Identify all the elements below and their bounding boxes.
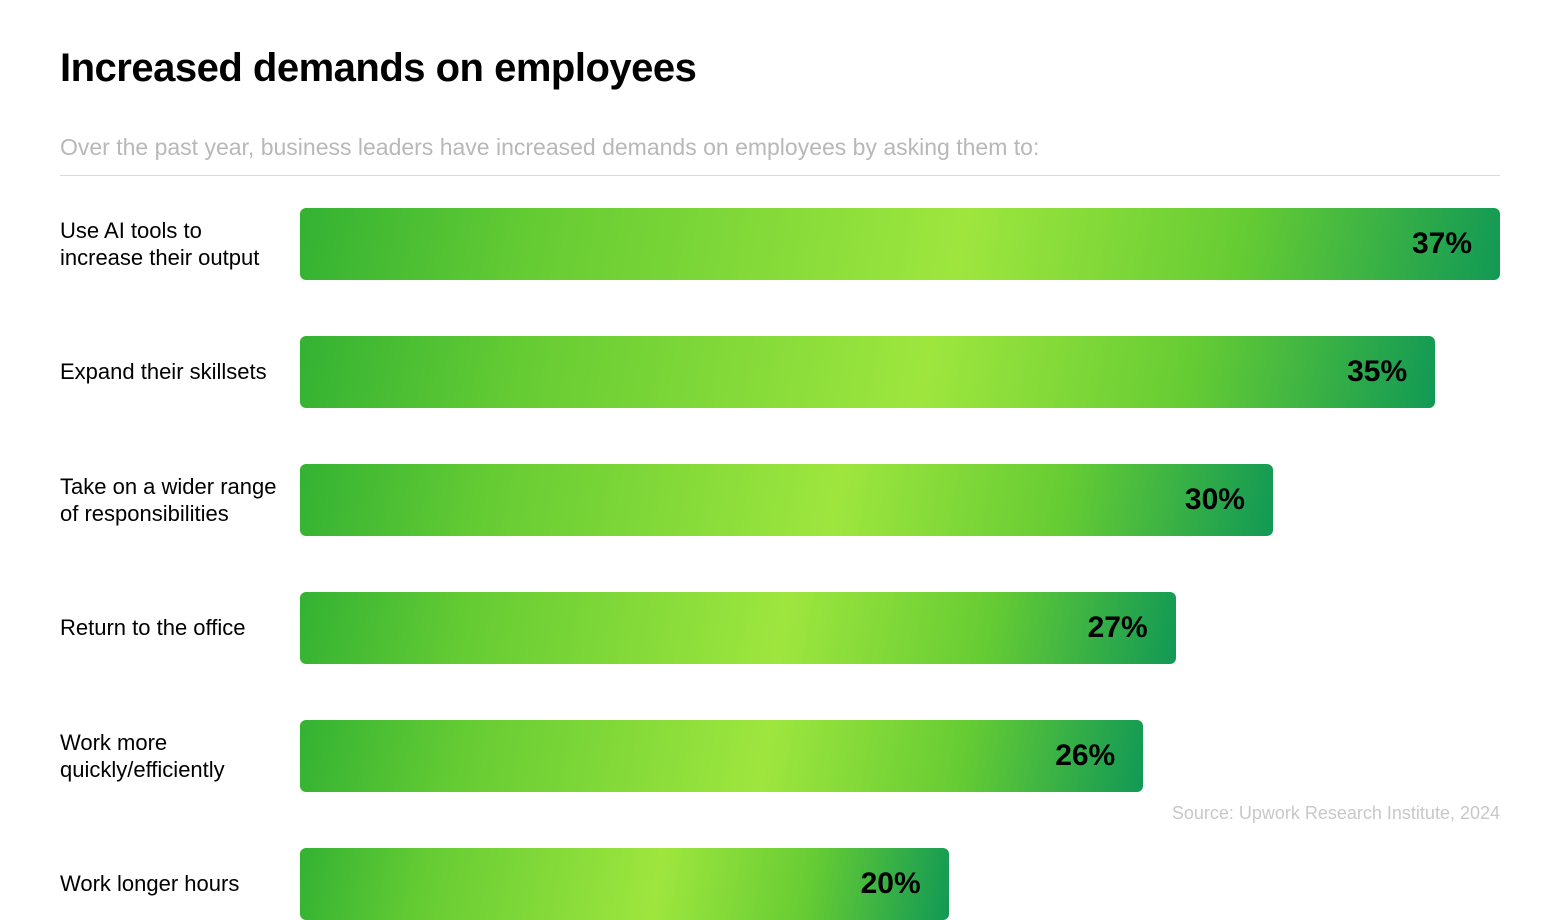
bar-track: 37% [300,208,1500,280]
bar-label: Take on a wider range of responsibilitie… [60,473,300,528]
bar-row: Use AI tools to increase their output 37% [60,208,1500,280]
bar: 26% [300,720,1143,792]
chart-subtitle: Over the past year, business leaders hav… [60,134,1500,176]
bar-track: 20% [300,848,1500,920]
bar-label: Use AI tools to increase their output [60,217,300,272]
bar-value: 27% [1088,611,1148,645]
bar: 30% [300,464,1273,536]
bar-value: 37% [1412,227,1472,261]
bar-label: Work more quickly/efficiently [60,729,300,784]
bar-label: Expand their skillsets [60,358,300,386]
bar-row: Expand their skillsets 35% [60,336,1500,408]
source-attribution: Source: Upwork Research Institute, 2024 [1172,803,1500,824]
bar-track: 30% [300,464,1500,536]
bar-label: Return to the office [60,614,300,642]
bar-value: 30% [1185,483,1245,517]
bar-row: Take on a wider range of responsibilitie… [60,464,1500,536]
bar-row: Work longer hours 20% [60,848,1500,920]
bar: 35% [300,336,1435,408]
bar: 37% [300,208,1500,280]
bar-track: 27% [300,592,1500,664]
chart-title: Increased demands on employees [60,46,1500,90]
bar-row: Work more quickly/efficiently 26% [60,720,1500,792]
bar-track: 26% [300,720,1500,792]
bar: 27% [300,592,1176,664]
bar-row: Return to the office 27% [60,592,1500,664]
bar-track: 35% [300,336,1500,408]
bar-value: 35% [1347,355,1407,389]
bar: 20% [300,848,949,920]
bar-value: 26% [1055,739,1115,773]
bar-value: 20% [861,867,921,901]
bar-label: Work longer hours [60,870,300,898]
